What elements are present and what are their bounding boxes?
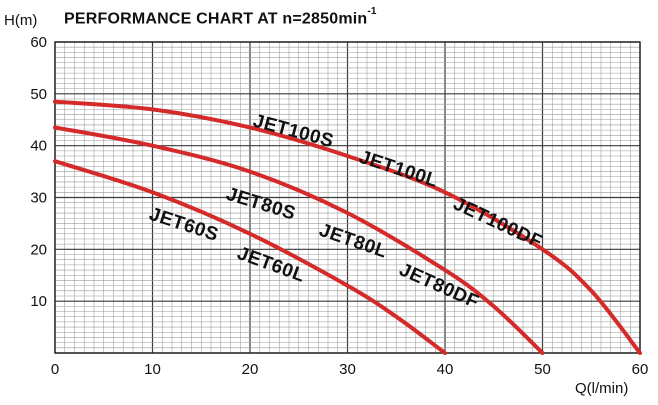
curve-line-2 (53, 125, 545, 355)
plot-frame (54, 41, 641, 354)
curve-lines (53, 99, 642, 355)
x-tick-label: 30 (339, 361, 356, 378)
x-tick-label: 60 (632, 361, 649, 378)
curve-label-jet100l: JET100L (356, 147, 440, 192)
x-tick-label: 40 (437, 361, 454, 378)
x-tick-label: 0 (51, 361, 59, 378)
y-tick-label: 20 (30, 241, 47, 258)
y-tick-label: 60 (30, 34, 47, 51)
chart-title: PERFORMANCE CHART AT n=2850min-1 (64, 6, 377, 28)
y-axis-label: H(m) (4, 12, 38, 29)
y-tick-label: 40 (30, 138, 47, 155)
y-tick-label: 50 (30, 86, 47, 103)
x-tick-label: 20 (242, 361, 259, 378)
curve-line-1 (53, 159, 447, 355)
x-tick-label: 10 (144, 361, 161, 378)
chart-grid (54, 41, 641, 354)
curve-label-jet60s: JET60S (146, 204, 221, 246)
curve-line-3 (53, 99, 642, 355)
y-tick-label: 10 (30, 293, 47, 310)
x-axis-label: Q(l/min) (575, 380, 629, 397)
x-tick-label: 50 (534, 361, 551, 378)
y-tick-label: 30 (30, 190, 47, 207)
curve-label-jet80l: JET80L (316, 220, 390, 263)
curve-label-jet80s: JET80S (224, 184, 299, 225)
axis-ticks: 0 10 20 30 40 50 60 10 20 30 40 50 60 (30, 34, 648, 378)
